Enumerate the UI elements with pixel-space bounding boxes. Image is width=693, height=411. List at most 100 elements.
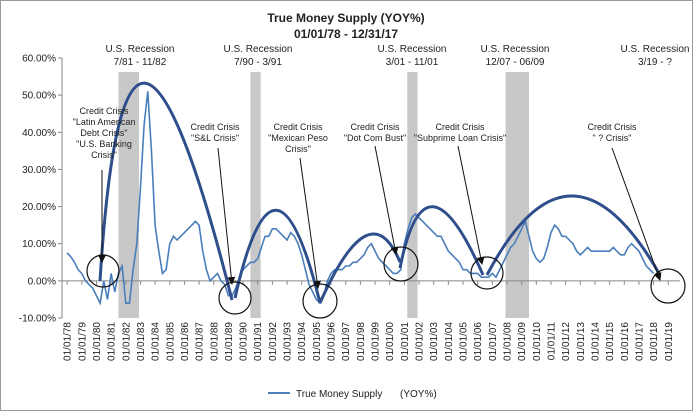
x-tick-label: 01/01/05 [459,322,470,361]
x-tick-label: 01/01/12 [561,322,572,361]
x-tick-label: 01/01/98 [356,322,367,361]
recession-label: U.S. Recession [106,44,175,55]
x-tick-label: 01/01/91 [253,322,264,361]
x-tick-label: 01/01/19 [664,322,675,361]
x-tick-label: 01/01/90 [239,322,250,361]
x-tick-label: 01/01/17 [634,322,645,361]
recession-label: U.S. Recession [621,44,690,55]
series-line [66,91,655,306]
x-tick-label: 01/01/03 [429,322,440,361]
x-tick-label: 01/01/83 [136,322,147,361]
annotation: Crisis" [285,144,311,154]
annotation: "Dot Com Bust" [344,133,406,143]
x-tick-label: 01/01/16 [620,322,631,361]
annotation: "Subprime Loan Crisis" [414,133,506,143]
x-tick-label: 01/01/85 [165,322,176,361]
x-tick-label: 01/01/86 [180,322,191,361]
y-tick-label: 40.00% [22,128,56,139]
y-tick-label: 60.00% [22,54,56,65]
recession-label: U.S. Recession [481,44,550,55]
x-tick-label: 01/01/14 [590,322,601,361]
arc [398,205,485,276]
recession-band [118,72,139,318]
legend-unit: (YOY%) [400,389,437,400]
recession-period: 3/01 - 11/01 [386,57,439,68]
x-tick-label: 01/01/02 [415,322,426,361]
annotation: Crisis" [91,150,117,160]
arrow [217,147,236,285]
annotation: Credit Crisis [435,122,485,132]
x-tick-label: 01/01/87 [195,322,206,361]
x-tick-label: 01/01/79 [77,322,88,361]
annotation: Credit Crisis [79,106,129,116]
x-tick-label: 01/01/18 [649,322,660,361]
annotation: Credit Crisis [350,122,400,132]
x-tick-label: 01/01/78 [63,322,74,361]
x-tick-label: 01/01/82 [121,322,132,361]
x-tick-label: 01/01/09 [517,322,528,361]
plot [58,57,680,319]
recession-band [505,72,529,318]
x-tick-label: 01/01/93 [283,322,294,361]
x-tick-label: 01/01/15 [605,322,616,361]
recession-period: 12/07 - 06/09 [486,57,545,68]
x-tick-label: 01/01/80 [92,322,103,361]
x-tick-label: 01/01/13 [576,322,587,361]
annotation: "S&L Crisis" [191,133,239,143]
legend-label: True Money Supply [296,389,382,400]
arrow [374,145,399,255]
arc [485,194,662,276]
recession-label: U.S. Recession [224,44,293,55]
x-tick-label: 01/01/06 [473,322,484,361]
recession-band [407,72,418,318]
chart-title: True Money Supply (YOY%) [267,11,424,25]
y-tick-label: 20.00% [22,202,56,213]
x-tick-label: 01/01/11 [546,322,557,361]
x-tick-label: 01/01/92 [268,322,279,361]
arrow [457,145,485,265]
annotation: Credit Crisis [273,122,323,132]
annotation: "U.S. Banking [76,139,132,149]
y-tick-label: 10.00% [22,239,56,250]
x-tick-label: 01/01/10 [532,322,543,361]
chart-subtitle: 01/01/78 - 12/31/17 [294,27,398,41]
recession-period: 7/90 - 3/91 [234,57,282,68]
annotation: "Latin American [73,117,136,127]
crisis-circles [86,246,686,319]
recession-band [250,72,261,318]
circle [650,268,686,304]
x-tick-label: 01/01/96 [327,322,338,361]
arrow [299,157,322,289]
x-tick-label: 01/01/08 [502,322,513,361]
y-tick-label: 50.00% [22,91,56,102]
y-tick-label: 30.00% [22,165,56,176]
x-tick-label: 01/01/94 [297,322,308,361]
annotation: " ? Crisis" [593,133,632,143]
recession-period: 7/81 - 11/82 [114,57,167,68]
recession-bands [118,72,529,318]
x-tick-label: 01/01/07 [488,322,499,361]
arc [233,208,322,304]
x-tick-label: 01/01/89 [224,322,235,361]
annotation: "Mexican Peso [268,133,328,143]
x-tick-label: 01/01/81 [107,322,118,361]
x-tick-label: 01/01/95 [312,322,323,361]
x-tick-label: 01/01/04 [444,322,455,361]
annotation: Credit Crisis [587,122,637,132]
y-tick-label: -10.00% [19,314,56,325]
arc [98,81,234,301]
x-tick-label: 01/01/97 [341,322,352,361]
circle [383,246,419,282]
x-tick-label: 01/01/84 [151,322,162,361]
x-tick-label: 01/01/01 [400,322,411,361]
x-tick-label: 01/01/88 [209,322,220,361]
arrows [98,145,662,289]
annotation: Debt Crisis" [80,128,127,138]
recession-label: U.S. Recession [378,44,447,55]
x-tick-label: 01/01/99 [371,322,382,361]
annotation: Credit Crisis [190,122,240,132]
circle [470,256,504,290]
x-tick-label: 01/01/00 [385,322,396,361]
